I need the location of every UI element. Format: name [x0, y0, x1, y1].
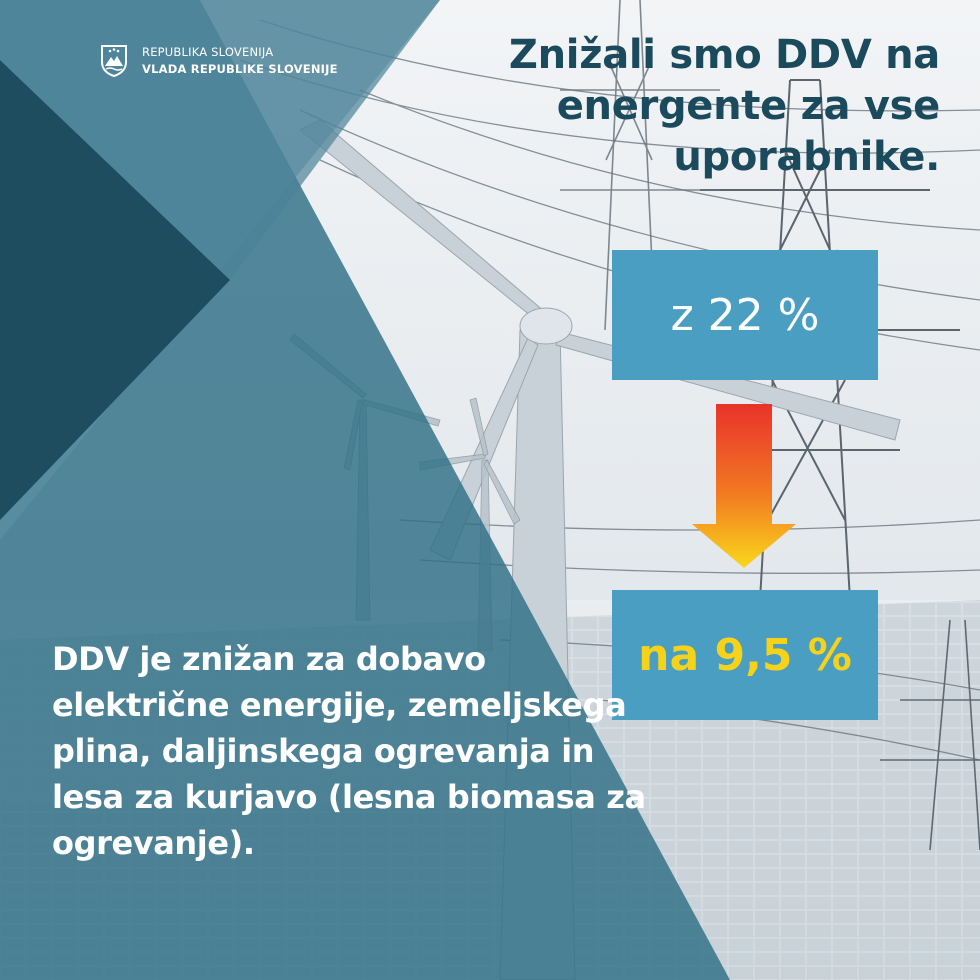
logo-line-country: REPUBLIKA SLOVENIJA	[142, 45, 274, 59]
arrow-down-icon	[692, 404, 796, 568]
rate-from-box: z 22 %	[612, 250, 878, 380]
rate-from-label: z 22 %	[670, 289, 820, 341]
coat-of-arms-icon	[101, 45, 127, 78]
headline: Znižali smo DDV na energente za vse upor…	[508, 32, 940, 180]
rate-to-label: na 9,5 %	[638, 629, 852, 681]
rate-to-box: na 9,5 %	[612, 590, 878, 720]
description-text: DDV je znižan za dobavo električne energ…	[52, 640, 646, 862]
logo-line-government: VLADA REPUBLIKE SLOVENIJE	[142, 62, 338, 76]
government-logo: REPUBLIKA SLOVENIJA VLADA REPUBLIKE SLOV…	[100, 44, 338, 78]
pylon-right	[880, 619, 980, 851]
dark-overlay	[0, 60, 230, 520]
